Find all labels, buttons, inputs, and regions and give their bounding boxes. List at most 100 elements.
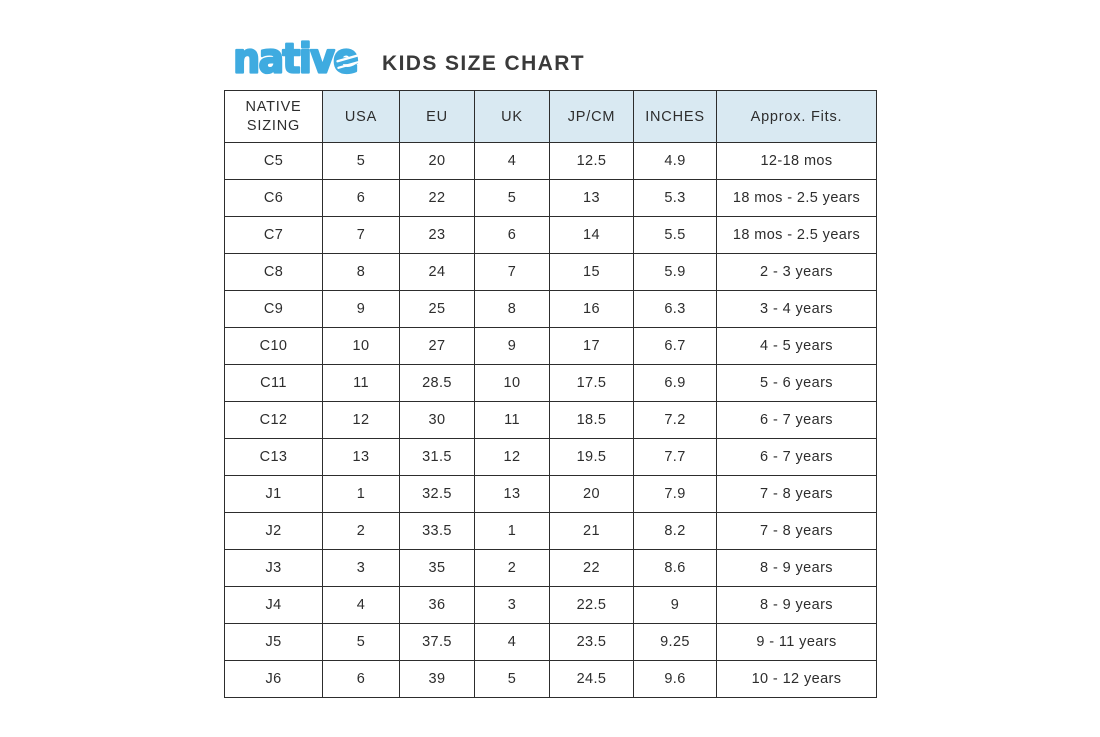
cell-j6-uk: 5	[474, 660, 550, 698]
cell-c13-eu: 31.5	[399, 438, 475, 476]
table-row-c10: C10 10 27 9 17 6.7 4 - 5 years	[224, 327, 877, 365]
table-row-j4: J4 4 36 3 22.5 9 8 - 9 years	[224, 586, 877, 624]
cell-j3-eu: 35	[399, 549, 475, 587]
cell-c8-inches: 5.9	[633, 253, 717, 291]
cell-c9-approx-fits: 3 - 4 years	[716, 290, 877, 328]
cell-c10-native-sizing: C10	[224, 327, 323, 365]
cell-c5-usa: 5	[322, 142, 400, 180]
cell-j6-jp-cm: 24.5	[549, 660, 634, 698]
cell-j2-uk: 1	[474, 512, 550, 550]
cell-j4-usa: 4	[322, 586, 400, 624]
cell-c7-uk: 6	[474, 216, 550, 254]
cell-j1-uk: 13	[474, 475, 550, 513]
cell-c8-approx-fits: 2 - 3 years	[716, 253, 877, 291]
column-header-native-sizing: NATIVE SIZING	[224, 90, 323, 143]
cell-j2-approx-fits: 7 - 8 years	[716, 512, 877, 550]
cell-c9-inches: 6.3	[633, 290, 717, 328]
cell-c5-native-sizing: C5	[224, 142, 323, 180]
cell-c5-approx-fits: 12-18 mos	[716, 142, 877, 180]
cell-c11-uk: 10	[474, 364, 550, 402]
cell-j5-approx-fits: 9 - 11 years	[716, 623, 877, 661]
cell-j1-approx-fits: 7 - 8 years	[716, 475, 877, 513]
cell-c6-inches: 5.3	[633, 179, 717, 217]
cell-j2-native-sizing: J2	[224, 512, 323, 550]
content-area: native KIDS SIZE CHART NATIVE SIZING USA E…	[224, 34, 877, 698]
cell-c6-uk: 5	[474, 179, 550, 217]
cell-c11-inches: 6.9	[633, 364, 717, 402]
cell-c5-jp-cm: 12.5	[549, 142, 634, 180]
cell-c7-eu: 23	[399, 216, 475, 254]
cell-j1-usa: 1	[322, 475, 400, 513]
cell-c8-uk: 7	[474, 253, 550, 291]
cell-c9-uk: 8	[474, 290, 550, 328]
table-row-c13: C13 13 31.5 12 19.5 7.7 6 - 7 years	[224, 438, 877, 476]
cell-c6-usa: 6	[322, 179, 400, 217]
cell-j4-inches: 9	[633, 586, 717, 624]
cell-c13-jp-cm: 19.5	[549, 438, 634, 476]
header-row: NATIVE SIZING USA EU UK JP/CM INCHES Approx. F…	[224, 90, 877, 143]
cell-c11-jp-cm: 17.5	[549, 364, 634, 402]
cell-c10-eu: 27	[399, 327, 475, 365]
cell-j5-native-sizing: J5	[224, 623, 323, 661]
cell-c11-native-sizing: C11	[224, 364, 323, 402]
table-row-j6: J6 6 39 5 24.5 9.6 10 - 12 years	[224, 660, 877, 698]
cell-j5-usa: 5	[322, 623, 400, 661]
cell-c10-usa: 10	[322, 327, 400, 365]
cell-j1-jp-cm: 20	[549, 475, 634, 513]
cell-c7-inches: 5.5	[633, 216, 717, 254]
table-row-j1: J1 1 32.5 13 20 7.9 7 - 8 years	[224, 475, 877, 513]
cell-c7-approx-fits: 18 mos - 2.5 years	[716, 216, 877, 254]
cell-j2-jp-cm: 21	[549, 512, 634, 550]
cell-j3-jp-cm: 22	[549, 549, 634, 587]
cell-c11-usa: 11	[322, 364, 400, 402]
cell-j6-inches: 9.6	[633, 660, 717, 698]
cell-j4-native-sizing: J4	[224, 586, 323, 624]
cell-c9-eu: 25	[399, 290, 475, 328]
cell-j4-approx-fits: 8 - 9 years	[716, 586, 877, 624]
cell-c8-jp-cm: 15	[549, 253, 634, 291]
cell-c10-uk: 9	[474, 327, 550, 365]
size-chart-table: NATIVE SIZING USA EU UK JP/CM INCHES Approx. F…	[224, 90, 877, 698]
cell-c6-approx-fits: 18 mos - 2.5 years	[716, 179, 877, 217]
cell-c9-native-sizing: C9	[224, 290, 323, 328]
column-header-usa: USA	[322, 90, 400, 143]
table-row-c12: C12 12 30 11 18.5 7.2 6 - 7 years	[224, 401, 877, 439]
cell-c13-uk: 12	[474, 438, 550, 476]
cell-j2-usa: 2	[322, 512, 400, 550]
cell-j2-inches: 8.2	[633, 512, 717, 550]
cell-j2-eu: 33.5	[399, 512, 475, 550]
logo-e-slash-decoration	[336, 54, 360, 69]
cell-j5-uk: 4	[474, 623, 550, 661]
cell-j5-jp-cm: 23.5	[549, 623, 634, 661]
cell-j3-native-sizing: J3	[224, 549, 323, 587]
cell-j1-native-sizing: J1	[224, 475, 323, 513]
cell-c13-usa: 13	[322, 438, 400, 476]
cell-j3-inches: 8.6	[633, 549, 717, 587]
cell-c11-approx-fits: 5 - 6 years	[716, 364, 877, 402]
cell-c6-native-sizing: C6	[224, 179, 323, 217]
column-header-approx-fits: Approx. Fits.	[716, 90, 877, 143]
cell-c10-jp-cm: 17	[549, 327, 634, 365]
cell-j4-uk: 3	[474, 586, 550, 624]
cell-j6-approx-fits: 10 - 12 years	[716, 660, 877, 698]
table-body: C5 5 20 4 12.5 4.9 12-18 mos C6 6 22 5 13 5.3 18 mos …	[224, 142, 877, 698]
cell-c10-inches: 6.7	[633, 327, 717, 365]
cell-c12-native-sizing: C12	[224, 401, 323, 439]
cell-c7-native-sizing: C7	[224, 216, 323, 254]
column-header-inches: INCHES	[633, 90, 717, 143]
cell-c9-usa: 9	[322, 290, 400, 328]
cell-c13-inches: 7.7	[633, 438, 717, 476]
cell-j4-jp-cm: 22.5	[549, 586, 634, 624]
cell-j6-native-sizing: J6	[224, 660, 323, 698]
cell-c9-jp-cm: 16	[549, 290, 634, 328]
table-row-j2: J2 2 33.5 1 21 8.2 7 - 8 years	[224, 512, 877, 550]
cell-j5-inches: 9.25	[633, 623, 717, 661]
table-row-c11: C11 11 28.5 10 17.5 6.9 5 - 6 years	[224, 364, 877, 402]
column-header-eu: EU	[399, 90, 475, 143]
cell-c13-native-sizing: C13	[224, 438, 323, 476]
cell-j6-usa: 6	[322, 660, 400, 698]
native-logo-text: native	[233, 35, 358, 81]
cell-j3-uk: 2	[474, 549, 550, 587]
table-row-j5: J5 5 37.5 4 23.5 9.25 9 - 11 years	[224, 623, 877, 661]
